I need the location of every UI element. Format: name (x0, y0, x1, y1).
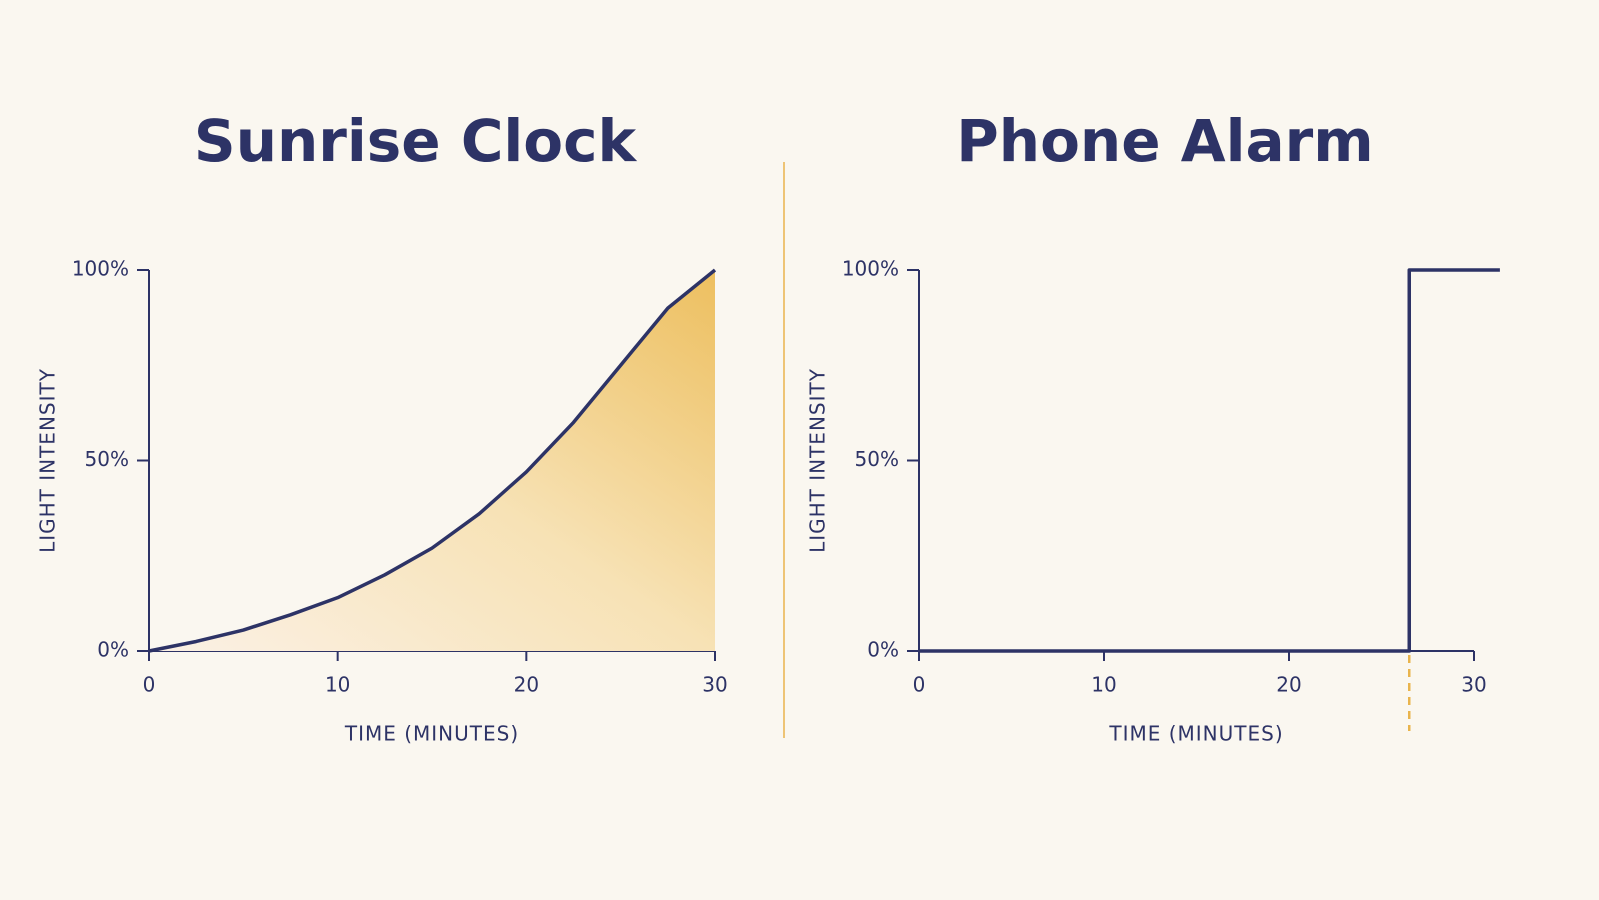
chart-title: Sunrise Clock (194, 107, 638, 175)
x-tick-label: 0 (913, 673, 926, 697)
y-tick-label: 100% (72, 257, 129, 281)
x-tick-label: 30 (702, 673, 727, 697)
x-axis-label: TIME (MINUTES) (1108, 722, 1283, 746)
chart-title: Phone Alarm (956, 107, 1373, 175)
x-tick-label: 30 (1461, 673, 1486, 697)
y-tick-label: 50% (85, 447, 129, 471)
x-tick-label: 10 (1091, 673, 1116, 697)
x-tick-label: 0 (143, 673, 156, 697)
x-tick-label: 20 (1276, 673, 1301, 697)
line (919, 268, 1500, 653)
y-axis-label: LIGHT INTENSITY (806, 368, 830, 553)
y-tick-label: 0% (867, 638, 899, 662)
y-tick-label: 50% (855, 447, 899, 471)
area (149, 270, 715, 651)
x-tick-label: 20 (514, 673, 539, 697)
line (148, 268, 717, 653)
y-tick-label: 100% (842, 257, 899, 281)
y-tick-label: 0% (97, 638, 129, 662)
y-axis-label: LIGHT INTENSITY (36, 368, 60, 553)
x-axis-label: TIME (MINUTES) (344, 722, 519, 746)
x-tick-label: 10 (325, 673, 350, 697)
